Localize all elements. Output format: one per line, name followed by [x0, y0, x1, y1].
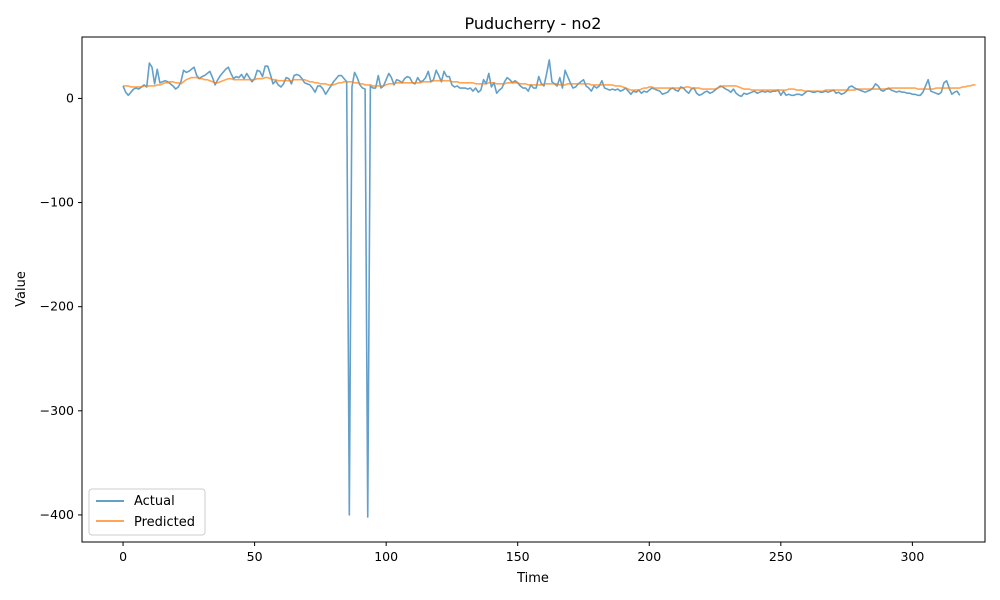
y-tick-label: −200: [40, 299, 74, 314]
y-tick-label: −400: [40, 507, 74, 522]
x-tick-label: 250: [769, 549, 793, 564]
series-line-predicted: [123, 76, 976, 92]
y-tick-label: −100: [40, 195, 74, 210]
y-tick-label: 0: [66, 90, 74, 105]
x-tick-label: 0: [119, 549, 127, 564]
y-axis-label: Value: [14, 271, 29, 307]
y-tick-label: −300: [40, 403, 74, 418]
plot-frame: [81, 36, 986, 543]
legend-label-predicted: Predicted: [134, 515, 195, 530]
x-axis: 0 50 100 150 200 250 300: [119, 542, 924, 564]
chart-title: Puducherry - no2: [465, 14, 602, 33]
x-tick-label: 50: [247, 549, 263, 564]
legend: Actual Predicted: [88, 488, 206, 536]
series-line-actual: [122, 59, 961, 518]
x-tick-label: 300: [900, 549, 924, 564]
series-layer: [122, 59, 976, 518]
x-tick-label: 200: [637, 549, 661, 564]
y-axis: 0 −100 −200 −300 −400: [40, 90, 82, 522]
x-tick-label: 100: [374, 549, 398, 564]
x-tick-label: 150: [506, 549, 530, 564]
legend-label-actual: Actual: [134, 494, 175, 509]
x-axis-label: Time: [516, 571, 549, 586]
